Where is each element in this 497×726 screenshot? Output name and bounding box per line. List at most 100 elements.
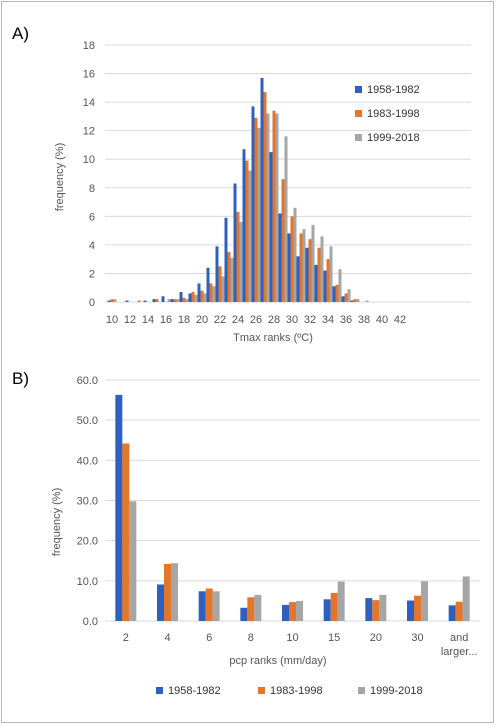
panel-b-bar-1: [323, 599, 331, 621]
panel-a-bar-3: [347, 289, 351, 302]
panel-a-bar-2: [299, 233, 303, 302]
panel-a-bar-1: [125, 300, 129, 302]
panel-a-bar-2: [218, 266, 222, 302]
panel-a-y-tick-label: 14: [83, 97, 95, 109]
panel-a-bar-3: [212, 286, 216, 302]
panel-a-y-tick-label: 6: [89, 211, 95, 223]
panel-a-bar-3: [113, 299, 117, 302]
panel-a-legend-swatch-2: [355, 110, 362, 117]
panel-b-bar-3: [129, 501, 137, 621]
panel-b-x-tick-label: 15: [328, 632, 340, 644]
panel-a-x-tick-label: 12: [124, 314, 136, 326]
panel-b-x-tick-label: 8: [248, 632, 254, 644]
panel-b-y-tick-label: 0.0: [83, 616, 98, 628]
panel-a-label: A): [12, 24, 29, 43]
panel-b-x-tick-label-line: and: [450, 632, 468, 644]
panel-a-bar-2: [317, 247, 321, 302]
panel-a-bar-1: [152, 299, 156, 302]
panel-a-bar-2: [236, 212, 240, 302]
panel-a-bar-1: [161, 296, 165, 302]
panel-a-bar-2: [326, 259, 330, 302]
panel-b-y-tick-label: 10.0: [77, 576, 98, 588]
panel-a-x-tick-label: 14: [142, 314, 154, 326]
panel-a-bar-2: [254, 117, 258, 302]
panel-b-y-ticks: 0.0 10.0 20.0 30.0 40.0 50.0 60.0: [77, 375, 98, 628]
panel-b-x-tick-label: 10: [286, 632, 298, 644]
panel-a-y-tick-label: 2: [89, 268, 95, 280]
panel-a-bar-3: [167, 299, 171, 302]
panel-a-bar-2: [353, 299, 357, 302]
panel-b-legend-swatch-3: [358, 687, 365, 694]
panel-a-x-tick-label: 42: [394, 314, 406, 326]
panel-a-x-tick-label: 40: [376, 314, 388, 326]
panel-b-bars: [115, 394, 470, 621]
panel-a-bar-3: [185, 299, 189, 302]
panel-b-y-tick-label: 60.0: [77, 375, 98, 387]
panel-a-bar-1: [278, 213, 282, 302]
panel-a-x-tick-label: 38: [358, 314, 370, 326]
panel-b-bar-1: [115, 394, 123, 621]
panel-a-bar-2: [263, 92, 267, 302]
panel-a-bar-3: [257, 127, 261, 302]
panel-a-bar-3: [320, 236, 324, 302]
panel-a-bar-3: [230, 257, 234, 302]
panel-b-label: B): [12, 369, 29, 388]
panel-b-legend-entry: 1958-1982: [168, 685, 221, 697]
panel-a-bar-3: [239, 222, 243, 302]
panel-b-bar-3: [171, 563, 178, 621]
panel-b-y-tick-label: 50.0: [77, 415, 98, 427]
panel-a-bar-2: [182, 297, 186, 302]
panel-a-bar-1: [323, 270, 327, 302]
panel-b-bar-2: [289, 602, 296, 621]
panel-a-legend-entry: 1999-2018: [367, 132, 420, 144]
panel-a-bar-2: [137, 300, 141, 302]
panel-a-bar-1: [143, 300, 147, 302]
panel-b-x-tick-label-line: larger...: [441, 646, 478, 658]
panel-b-bar-3: [421, 581, 428, 621]
panel-a-x-tick-label: 10: [106, 314, 118, 326]
panel-a-y-tick-label: 12: [83, 126, 95, 138]
panel-b-bar-3: [337, 581, 345, 621]
panel-a-bar-3: [365, 300, 369, 302]
panel-a-legend-swatch-1: [355, 86, 362, 93]
panel-a-bar-1: [341, 296, 345, 302]
panel-a-bars: [107, 77, 369, 303]
panel-a-y-tick-label: 8: [89, 183, 95, 195]
panel-a-y-axis-title: frequency (%): [54, 143, 66, 211]
panel-a-x-tick-label: 20: [196, 314, 208, 326]
panel-a-bar-2: [245, 160, 249, 302]
panel-a-bar-1: [305, 247, 309, 302]
panel-a-bar-1: [332, 286, 336, 302]
panel-b-y-tick-label: 30.0: [77, 496, 98, 508]
panel-a-x-axis-title: Tmax ranks (ºC): [233, 332, 313, 344]
panel-a-legend: 1958-1982 1983-1998 1999-2018: [355, 84, 420, 144]
panel-a-gridlines: [105, 44, 471, 303]
panel-a-y-tick-label: 18: [83, 40, 95, 52]
panel-a-legend-entry: 1983-1998: [367, 108, 420, 120]
panel-a-bar-3: [293, 207, 297, 302]
panel-b-bar-2: [372, 600, 380, 621]
panel-a-bar-1: [296, 256, 300, 302]
panel-a-bar-2: [272, 110, 276, 302]
panel-b-bar-2: [164, 563, 171, 621]
panel-a-bar-1: [197, 283, 201, 302]
panel-a-bar-2: [290, 216, 294, 302]
panel-a-x-ticks: 10 12 14 16 18 20 22 24 26 28 30 32 34 36 38 40 42: [106, 314, 406, 326]
panel-a-bar-2: [200, 290, 204, 302]
panel-a-bar-1: [251, 106, 255, 303]
panel-a-bar-1: [224, 217, 228, 302]
panel-b-bar-3: [379, 594, 387, 621]
panel-a-bar-1: [206, 267, 210, 302]
panel-a-legend-entry: 1958-1982: [367, 84, 420, 96]
panel-a-y-ticks: 0 2 4 6 8 10 12 14 16 18: [83, 40, 95, 309]
panel-a-bar-1: [269, 152, 273, 302]
panel-a-bar-1: [314, 264, 318, 302]
panel-a-x-tick-label: 28: [268, 314, 280, 326]
panel-b-x-tick-label: 30: [411, 632, 423, 644]
panel-b-bar-1: [198, 591, 206, 621]
panel-a-bar-2: [209, 283, 213, 302]
panel-b-bar-1: [365, 598, 373, 621]
panel-b-bar-2: [247, 597, 255, 621]
panel-a-bar-2: [335, 284, 339, 302]
panel-b-legend: 1958-1982 1983-1998 1999-2018: [156, 685, 423, 697]
